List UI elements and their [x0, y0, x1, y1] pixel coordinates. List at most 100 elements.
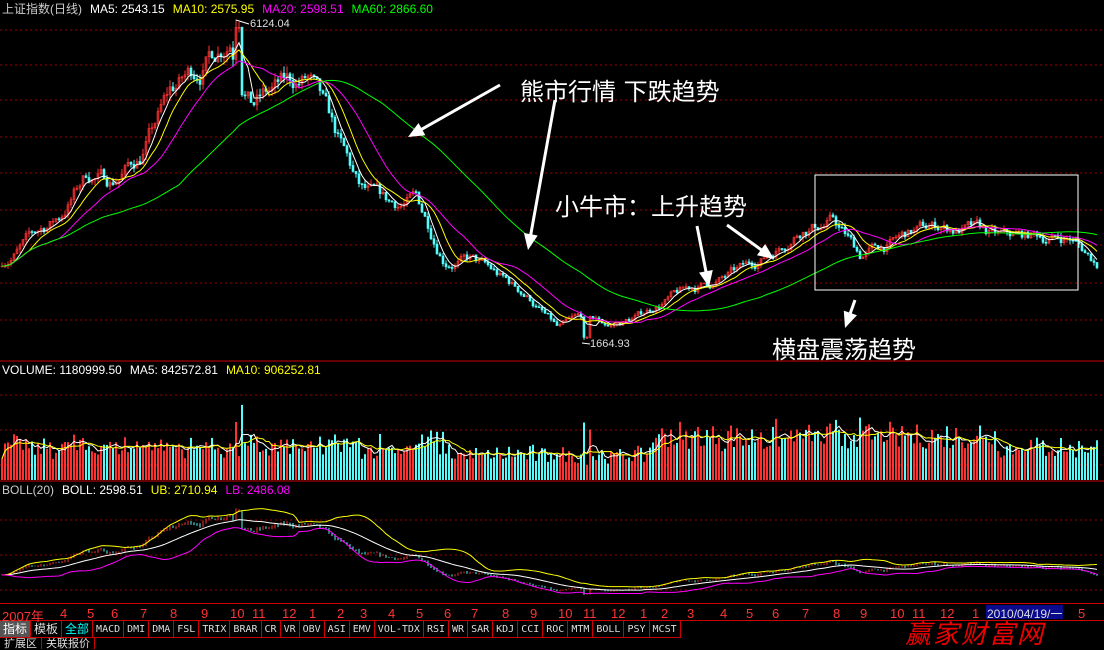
- bottom-tab[interactable]: 扩展区: [0, 638, 42, 649]
- tab-rsi[interactable]: RSI: [424, 621, 450, 637]
- volume-bar: [7, 442, 9, 480]
- tab-dmi[interactable]: DMI: [124, 621, 150, 637]
- ma60-line: [1, 79, 1098, 312]
- tab-wr[interactable]: WR: [449, 621, 469, 637]
- candle-body: [324, 92, 328, 97]
- tab-roc[interactable]: ROC: [543, 621, 569, 637]
- tab-vol-tdx[interactable]: VOL-TDX: [375, 621, 424, 637]
- tab-fsl[interactable]: FSL: [174, 621, 200, 637]
- date-label: 5: [1078, 606, 1086, 621]
- volume-bar: [826, 426, 828, 480]
- volume-bar: [238, 456, 240, 480]
- candle-body: [1089, 253, 1093, 262]
- candle-body: [462, 254, 466, 257]
- volume-bar: [301, 448, 303, 480]
- candle-body: [885, 244, 889, 252]
- candle-body: [144, 141, 148, 155]
- tab-macd[interactable]: MACD: [93, 621, 125, 637]
- candle-body: [690, 288, 694, 290]
- date-label: 7: [140, 606, 148, 621]
- tab-asi[interactable]: ASI: [325, 621, 350, 637]
- volume-bar: [1090, 446, 1092, 480]
- volume-bar: [610, 451, 612, 480]
- tab-brar[interactable]: BRAR: [230, 621, 262, 637]
- candle-body: [582, 316, 586, 338]
- candle-body: [156, 111, 160, 125]
- candle-body: [1038, 235, 1042, 238]
- volume-bar: [145, 446, 147, 480]
- volume-bar: [943, 446, 945, 480]
- volume-bar: [298, 448, 300, 480]
- volume-bar: [184, 458, 186, 480]
- volume-bar: [673, 444, 675, 480]
- volume-bar: [412, 448, 414, 480]
- candle-body: [486, 261, 490, 266]
- volume-bar: [571, 455, 573, 480]
- volume-bar: [430, 430, 432, 480]
- candle-body: [54, 218, 58, 222]
- volume-bar: [253, 442, 255, 480]
- tab-vr[interactable]: VR: [281, 621, 300, 637]
- candle-body: [900, 231, 904, 236]
- candle-body: [930, 221, 934, 228]
- volume-bar: [259, 451, 261, 480]
- volume-bar: [256, 436, 258, 480]
- candle-body: [18, 244, 22, 250]
- candle-body: [666, 296, 670, 300]
- tab-obv[interactable]: OBV: [300, 621, 325, 637]
- tab-dma[interactable]: DMA: [149, 621, 175, 637]
- candle-body: [537, 306, 541, 309]
- candle-body: [150, 127, 154, 129]
- candle-body: [678, 287, 682, 293]
- volume-bar: [517, 449, 519, 480]
- candle-body: [453, 265, 457, 269]
- tab-mtm[interactable]: MTM: [568, 621, 594, 637]
- tab-boll[interactable]: BOLL: [593, 621, 625, 637]
- volume-bar: [376, 455, 378, 480]
- date-label: 3: [687, 606, 695, 621]
- tab-cr[interactable]: CR: [262, 621, 281, 637]
- candle-body: [438, 253, 442, 257]
- date-label: 2: [661, 606, 669, 621]
- volume-header: VOLUME: 1180999.50 MA5: 842572.81 MA10: 90…: [2, 363, 329, 377]
- volume-bar: [127, 452, 129, 480]
- volume-bar: [940, 435, 942, 480]
- candle-body: [42, 228, 46, 232]
- volume-bar: [466, 459, 468, 480]
- volume-bar: [469, 449, 471, 480]
- volume-bar: [829, 423, 831, 480]
- volume-bar: [874, 436, 876, 480]
- tab-sar[interactable]: SAR: [468, 621, 494, 637]
- tab-模板[interactable]: 模板: [31, 621, 63, 637]
- tab-kdj[interactable]: KDJ: [493, 621, 519, 637]
- volume-bar: [967, 443, 969, 480]
- candle-body: [183, 74, 187, 78]
- tab-全部[interactable]: 全部: [62, 621, 94, 637]
- volume-bar: [784, 438, 786, 480]
- volume-bar: [373, 458, 375, 480]
- tab-cci[interactable]: CCI: [518, 621, 544, 637]
- date-label: 3: [360, 606, 368, 621]
- tab-mcst[interactable]: MCST: [650, 621, 681, 637]
- volume-bar: [331, 440, 333, 480]
- candle-body: [609, 325, 613, 328]
- tab-指标[interactable]: 指标: [0, 621, 32, 637]
- volume-bar: [109, 441, 111, 480]
- volume-bar: [796, 429, 798, 480]
- volume-bar: [424, 446, 426, 480]
- bottom-tab[interactable]: 关联报价: [42, 638, 95, 649]
- candle-body: [576, 313, 580, 316]
- volume-bar: [592, 456, 594, 480]
- candle-body: [198, 80, 202, 85]
- tab-trix[interactable]: TRIX: [199, 621, 231, 637]
- volume-bar: [427, 436, 429, 480]
- candle-body: [639, 311, 643, 315]
- tab-emv[interactable]: EMV: [350, 621, 375, 637]
- candle-body: [120, 173, 124, 180]
- volume-bar: [709, 437, 711, 480]
- ma60-value: MA60: 2866.60: [351, 2, 433, 16]
- tab-psy[interactable]: PSY: [624, 621, 650, 637]
- candle-body: [243, 94, 247, 97]
- volume-bar: [445, 453, 447, 480]
